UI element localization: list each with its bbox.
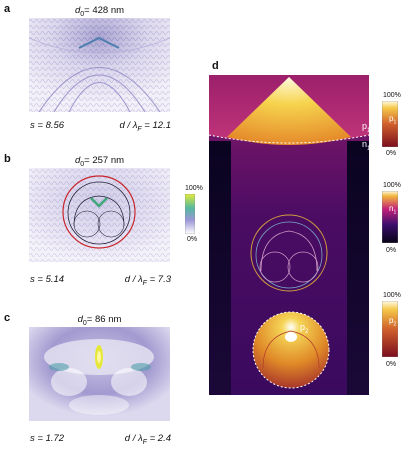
colorbar-p1-min: 0%	[386, 150, 397, 157]
p1-fan	[227, 77, 351, 145]
panel-c-letter: c	[4, 312, 11, 324]
colorbar-b	[185, 194, 195, 234]
map-label-n1: n1	[362, 139, 371, 152]
colorbar-n1-label: n1	[389, 204, 397, 216]
colorbar-p1	[382, 101, 398, 147]
panel-d-letter: d	[212, 60, 219, 72]
colorbar-p1-label: p1	[389, 114, 397, 126]
panel-b-image	[29, 168, 170, 262]
panel-c-s: s = 1.72	[30, 433, 65, 444]
panel-a-s: s = 8.56	[30, 120, 65, 131]
map-label-p2: p2	[300, 322, 309, 335]
panel-a-title: d0= 428 nm	[74, 5, 125, 18]
colorbar-p1-max: 100%	[383, 92, 401, 99]
panel-c-ratio: d / λF = 2.4	[124, 433, 171, 446]
panel-b-s: s = 5.14	[30, 274, 65, 285]
panel-d-image	[209, 75, 369, 395]
p2-ball	[253, 312, 329, 388]
colorbar-p2-label: p2	[389, 316, 397, 328]
panel-a-letter: a	[4, 3, 11, 15]
panel-b-letter: b	[4, 153, 11, 165]
colorbar-b-min: 0%	[187, 236, 198, 243]
colorbar-n1-min: 0%	[386, 247, 397, 254]
map-label-p1: p1	[362, 121, 371, 134]
panel-b-title: d0= 257 nm	[74, 155, 125, 168]
colorbar-b-max: 100%	[185, 185, 203, 192]
panel-c-image	[29, 327, 170, 421]
panel-b-red-circle	[62, 175, 136, 249]
panel-a-image	[29, 18, 170, 112]
colorbar-n1	[382, 191, 398, 243]
colorbar-p2-max: 100%	[383, 292, 401, 299]
colorbar-p2	[382, 301, 398, 357]
panel-c-title: d0= 86 nm	[77, 314, 122, 327]
panel-b-ratio: d / λF = 7.3	[124, 274, 171, 287]
panel-a-ratio: d / λF = 12.1	[119, 120, 172, 133]
colorbar-n1-max: 100%	[383, 182, 401, 189]
colorbar-p2-min: 0%	[386, 361, 397, 368]
